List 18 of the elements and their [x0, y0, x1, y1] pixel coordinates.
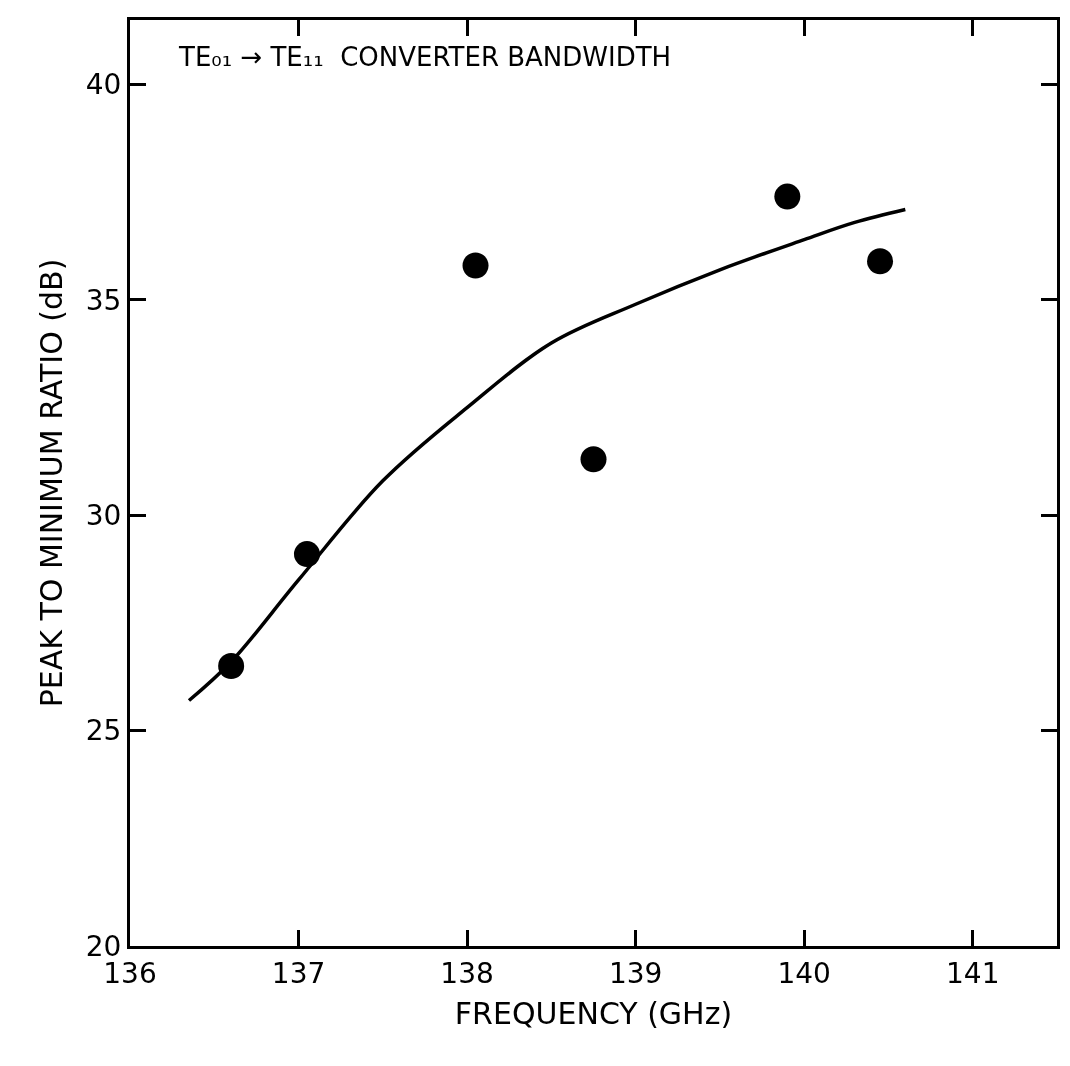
x-tick-label: 141: [946, 956, 1000, 990]
x-tick-label: 139: [608, 956, 663, 990]
x-axis-title: FREQUENCY (GHz): [454, 996, 733, 1032]
x-tick-label: 140: [777, 956, 831, 990]
point: [867, 248, 894, 275]
point: [462, 252, 489, 279]
y-tick-label: 40: [85, 68, 122, 102]
y-tick-label: 25: [85, 714, 122, 748]
y-tick-label: 35: [85, 283, 122, 317]
y-axis-title: PEAK TO MINIMUM RATIO (dB): [33, 258, 69, 708]
point: [580, 446, 607, 473]
line-series: [187, 207, 908, 703]
x-tick-label: 137: [271, 956, 326, 990]
point: [293, 541, 320, 568]
y-tick-label: 30: [85, 499, 122, 533]
point: [774, 183, 801, 210]
text: TE₀₁ → TE₁₁ CONVERTER BANDWIDTH: [178, 42, 672, 72]
x-tick-label: 138: [440, 956, 494, 990]
